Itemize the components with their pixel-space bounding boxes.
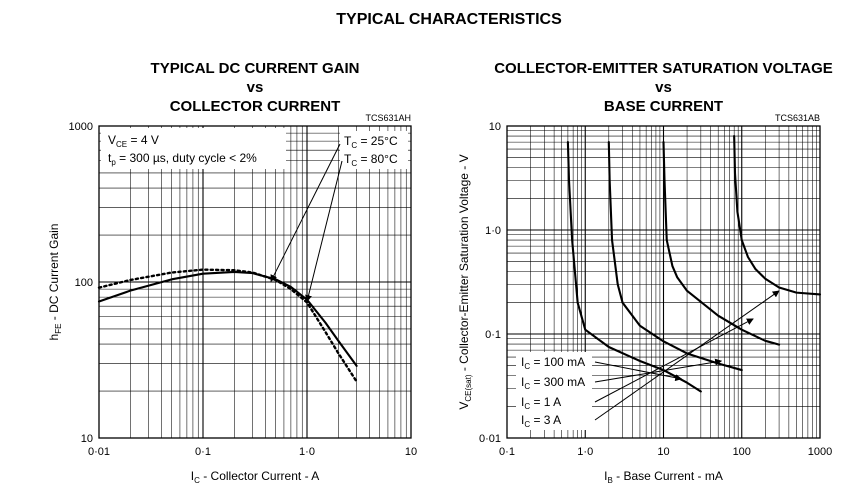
x-axis-label: IB - Base Current - mA: [604, 469, 723, 485]
x-tick-label: 1000: [808, 446, 832, 458]
legend-label-25c: TC = 25°C: [344, 134, 398, 150]
y-axis-label: hFE - DC Current Gain: [47, 224, 63, 341]
y-tick-label: 0·01: [479, 433, 501, 445]
chart-title-line: COLLECTOR-EMITTER SATURATION VOLTAGE: [494, 60, 833, 77]
y-axis-label: VCE(sat) - Collector-Emitter Saturation …: [457, 154, 473, 409]
x-tick-label: 1·0: [299, 446, 315, 458]
arrow-25c: [270, 143, 341, 282]
chart-title-line: BASE CURRENT: [604, 98, 723, 115]
chart-title-line: TYPICAL DC CURRENT GAIN: [151, 60, 360, 77]
x-axis-label: IC - Collector Current - A: [191, 469, 320, 485]
x-tick-label: 0·1: [499, 446, 515, 458]
series-line: [733, 135, 822, 296]
y-tick-label: 10: [81, 433, 93, 445]
series-arrow: [594, 361, 683, 382]
x-tick-label: 0·1: [195, 446, 211, 458]
legend-box: [340, 131, 408, 169]
grid: [507, 126, 820, 438]
y-tick-label: 1·0: [485, 225, 501, 237]
series-label: IC = 1 A: [521, 395, 561, 411]
grid: [99, 126, 411, 438]
series-line: [607, 141, 743, 372]
series-arrow: [594, 290, 780, 421]
y-tick-label: 10: [489, 121, 501, 133]
y-tick-label: 100: [75, 277, 93, 289]
chart-title-line: vs: [655, 79, 672, 96]
series-line: [662, 141, 781, 346]
plot-frame: [98, 125, 412, 439]
plot-frame: [506, 125, 821, 439]
x-tick-label: 1·0: [577, 446, 593, 458]
condition-pulse: tp = 300 µs, duty cycle < 2%: [108, 151, 257, 167]
series-label: IC = 3 A: [521, 413, 561, 429]
chart-saturation-voltage: COLLECTOR-EMITTER SATURATION VOLTAGE vs BA…: [457, 60, 833, 485]
chart-dc-current-gain: TYPICAL DC CURRENT GAIN vs COLLECTOR CURRE…: [47, 60, 417, 485]
y-tick-label: 1000: [69, 121, 93, 133]
figure-code: TCS631AB: [775, 113, 820, 123]
x-tick-label: 10: [405, 446, 417, 458]
conditions-box: [101, 128, 286, 169]
chart-title-line: vs: [247, 79, 264, 96]
series-line: [97, 268, 358, 383]
arrow-80c: [305, 160, 343, 303]
figure-code: TCS631AH: [365, 113, 411, 123]
x-tick-label: 10: [657, 446, 669, 458]
x-tick-label: 100: [733, 446, 751, 458]
x-tick-label: 0·01: [88, 446, 110, 458]
label-box: [516, 352, 592, 430]
series-arrow: [594, 318, 754, 403]
series-label: IC = 100 mA: [521, 355, 585, 371]
series-label: IC = 300 mA: [521, 375, 585, 391]
y-tick-label: 0·1: [485, 329, 501, 341]
series-arrow: [594, 358, 723, 383]
page-heading: TYPICAL CHARACTERISTICS: [336, 11, 562, 28]
chart-title-line: COLLECTOR CURRENT: [170, 98, 341, 115]
legend-label-80c: TC = 80°C: [344, 152, 398, 168]
condition-vce: VCE = 4 V: [108, 133, 159, 149]
